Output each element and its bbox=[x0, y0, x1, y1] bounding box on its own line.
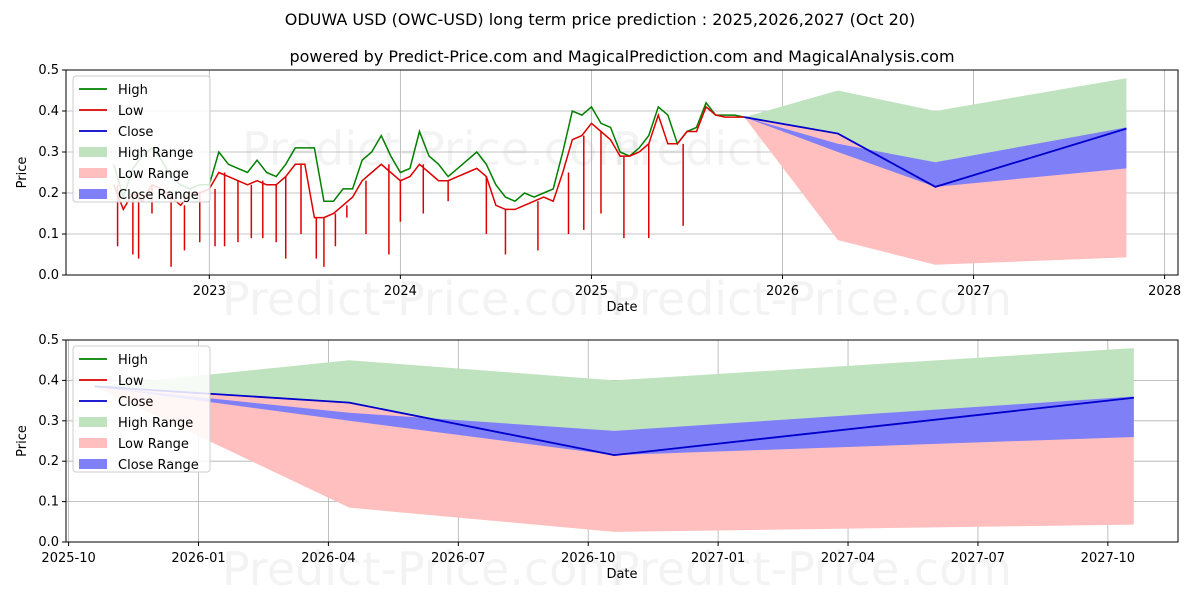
legend-close-label: Close bbox=[118, 125, 153, 140]
y-axis-label: Price bbox=[15, 157, 30, 189]
x-tick-label: 2027 bbox=[957, 284, 990, 299]
low-range-band bbox=[94, 386, 1134, 532]
low-range-band bbox=[744, 117, 1127, 265]
x-tick-label: 2025 bbox=[575, 284, 608, 299]
legend-close-range-label: Close Range bbox=[118, 188, 199, 203]
legend-high-range-label: High Range bbox=[118, 146, 193, 161]
x-tick-label: 2026 bbox=[766, 284, 799, 299]
y-tick-label: 0.5 bbox=[38, 63, 59, 78]
x-tick-label: 2027-07 bbox=[951, 551, 1005, 566]
x-tick-label: 2026-01 bbox=[171, 551, 225, 566]
legend-high-range-swatch bbox=[79, 147, 107, 157]
legend-box bbox=[72, 345, 211, 473]
close-range-band bbox=[94, 386, 1134, 456]
x-axis-label: Date bbox=[606, 300, 637, 315]
legend: High Low Close High Range Low Range Close Ran… bbox=[72, 75, 211, 203]
legend-low-label: Low bbox=[118, 374, 144, 389]
y-tick-label: 0.2 bbox=[38, 454, 59, 469]
high-range-band bbox=[744, 78, 1127, 187]
chart-title: ODUWA USD (OWC-USD) long term price pred… bbox=[285, 10, 915, 29]
high-range-band bbox=[94, 348, 1134, 456]
x-tick-label: 2026-04 bbox=[301, 551, 355, 566]
low-series-line bbox=[113, 105, 745, 219]
forecast-panel: Predict-Price.comPredict-Price.comPredic… bbox=[15, 333, 1179, 596]
watermark: Predict-Price.com bbox=[612, 542, 1012, 596]
legend-low-range-swatch bbox=[79, 438, 107, 448]
y-tick-label: 0.0 bbox=[38, 535, 59, 550]
watermark: Predict-Price.com bbox=[222, 542, 622, 596]
close-series-line bbox=[94, 385, 1134, 457]
watermark: Predict-Price.com bbox=[222, 272, 622, 326]
legend-box bbox=[72, 75, 211, 203]
chart-subtitle: powered by Predict-Price.com and Magical… bbox=[289, 47, 954, 66]
x-tick-label: 2026-10 bbox=[561, 551, 615, 566]
legend: High Low Close High Range Low Range Close Ran… bbox=[72, 345, 211, 473]
plot-area bbox=[66, 70, 1178, 275]
x-tick-label: 2026-07 bbox=[431, 551, 485, 566]
legend-close-range-swatch bbox=[79, 459, 107, 469]
plot-frame bbox=[65, 339, 1179, 543]
legend-close-range-swatch bbox=[79, 189, 107, 199]
x-tick-label: 2023 bbox=[193, 284, 226, 299]
legend-low-range-swatch bbox=[79, 168, 107, 178]
high-series-line bbox=[113, 101, 745, 203]
y-tick-label: 0.3 bbox=[38, 145, 59, 160]
x-axis-label: Date bbox=[606, 567, 637, 582]
close-series-line bbox=[744, 116, 1127, 188]
x-tick-label: 2027-10 bbox=[1081, 551, 1135, 566]
legend-high-range-swatch bbox=[79, 417, 107, 427]
y-tick-label: 0.1 bbox=[38, 227, 59, 242]
x-tick-label: 2027-04 bbox=[821, 551, 875, 566]
legend-low-label: Low bbox=[118, 104, 144, 119]
legend-close-range-label: Close Range bbox=[118, 458, 199, 473]
y-tick-label: 0.4 bbox=[38, 104, 59, 119]
plot-area bbox=[66, 340, 1178, 542]
legend-high-range-label: High Range bbox=[118, 416, 193, 431]
watermark: Predict-Price.com bbox=[242, 122, 642, 176]
x-tick-label: 2024 bbox=[384, 284, 417, 299]
y-tick-label: 0.5 bbox=[38, 333, 59, 348]
y-tick-label: 0.1 bbox=[38, 495, 59, 510]
legend-low-range-label: Low Range bbox=[118, 437, 189, 452]
legend-high-label: High bbox=[118, 353, 148, 368]
legend-high-label: High bbox=[118, 83, 148, 98]
legend-low-range-label: Low Range bbox=[118, 167, 189, 182]
x-tick-label: 2028 bbox=[1148, 284, 1181, 299]
y-tick-label: 0.3 bbox=[38, 414, 59, 429]
x-tick-label: 2025-10 bbox=[41, 551, 95, 566]
y-tick-label: 0.2 bbox=[38, 186, 59, 201]
close-range-band bbox=[744, 117, 1127, 187]
watermark: Predict-Price.com bbox=[612, 272, 1012, 326]
y-tick-label: 0.0 bbox=[38, 268, 59, 283]
x-tick-label: 2027-01 bbox=[691, 551, 745, 566]
y-axis-label: Price bbox=[15, 425, 30, 457]
y-tick-label: 0.4 bbox=[38, 373, 59, 388]
long-term-panel: Predict-Price.comPredict-Price.comPredic… bbox=[15, 63, 1181, 326]
legend-close-label: Close bbox=[118, 395, 153, 410]
plot-frame bbox=[65, 69, 1179, 276]
